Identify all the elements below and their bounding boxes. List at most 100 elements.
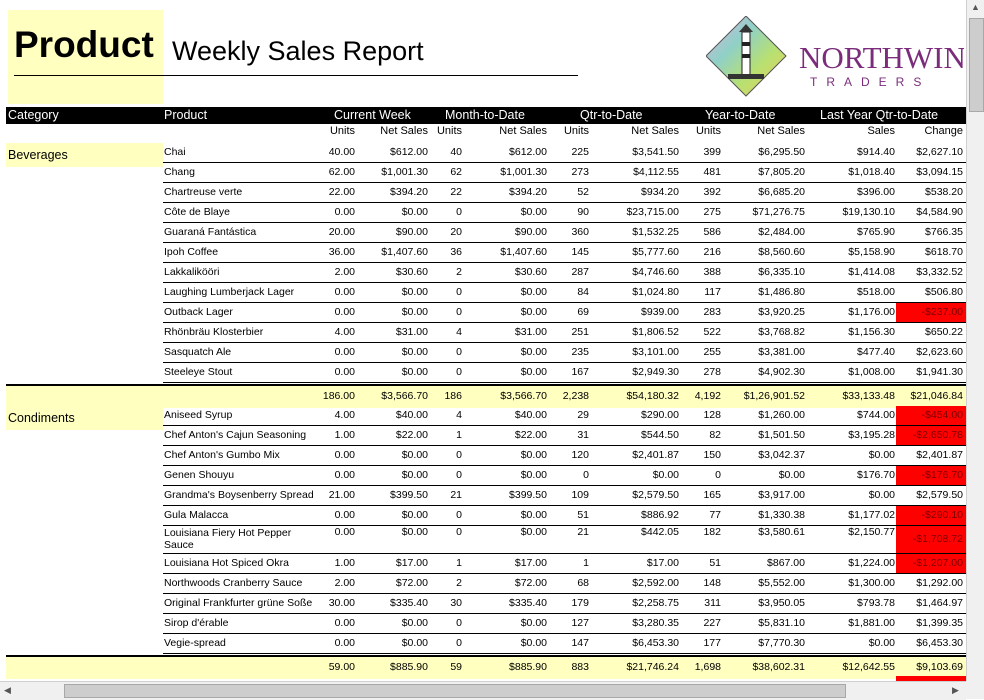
value-cell: $0.00 [778,469,805,481]
value-cell: 0 [456,469,462,481]
value-cell: 22.00 [328,186,355,198]
value-cell: $1,156.30 [848,326,895,338]
value-cell: 235 [571,346,589,358]
total-value-cell: $3,566.70 [381,390,428,402]
total-value-cell: $12,642.55 [842,661,895,673]
value-cell: $90.00 [395,226,428,238]
vertical-scrollbar[interactable]: ▲ [966,0,984,681]
value-cell: 287 [571,266,589,278]
value-cell: $0.00 [520,286,547,298]
value-cell: 62.00 [328,166,355,178]
header-month-to-date: Month-to-Date [445,108,525,122]
value-cell: $23,715.00 [626,206,679,218]
value-cell: 251 [571,326,589,338]
value-cell: 1 [456,429,462,441]
value-cell: $2,627.10 [916,146,963,158]
value-cell: $4,902.30 [758,366,805,378]
value-cell: $1,532.25 [632,226,679,238]
value-cell: $612.00 [509,146,547,158]
negative-change-cell: -$1,207.00 [896,554,966,573]
scroll-up-arrow-icon[interactable]: ▲ [971,2,980,12]
value-cell: $3,768.82 [758,326,805,338]
value-cell: $399.50 [509,489,547,501]
value-cell: $0.00 [520,366,547,378]
value-cell: $618.70 [925,246,963,258]
value-cell: 0 [456,346,462,358]
value-cell: 165 [703,489,721,501]
value-cell: 36.00 [328,246,355,258]
scroll-left-arrow-icon[interactable]: ◀ [4,685,11,695]
total-value-cell: $885.90 [509,661,547,673]
value-cell: $17.00 [395,557,428,569]
value-cell: $650.22 [925,326,963,338]
table-row: Chartreuse verte 22.00 $394.20 22 $394.20 52 $… [163,183,966,203]
value-cell: $914.40 [857,146,895,158]
value-cell: 0.00 [334,469,355,481]
product-name: Sasquatch Ale [164,346,232,358]
value-cell: $506.80 [925,286,963,298]
product-name: Grandma's Boysenberry Spread [164,489,314,501]
value-cell: 0 [715,469,721,481]
value-cell: $0.00 [652,469,679,481]
value-cell: $3,042.37 [758,449,805,461]
value-cell: 4.00 [334,326,355,338]
value-cell: $394.20 [509,186,547,198]
table-row: Outback Lager 0.00 $0.00 0 $0.00 69 $939.00 283… [163,303,966,323]
total-value-cell: $33,133.48 [842,390,895,402]
value-cell: $22.00 [514,429,547,441]
total-value-cell: 59 [450,661,462,673]
value-cell: 1 [583,557,589,569]
value-cell: 0.00 [334,526,355,538]
value-cell: $1,501.50 [758,429,805,441]
scroll-right-arrow-icon[interactable]: ▶ [952,685,959,695]
table-row: Ipoh Coffee 36.00 $1,407.60 36 $1,407.60 145 $… [163,243,966,263]
value-cell: $335.40 [509,597,547,609]
value-cell: $394.20 [390,186,428,198]
value-cell: $0.00 [520,346,547,358]
header-year-to-date: Year-to-Date [705,108,776,122]
value-cell: $766.35 [925,226,963,238]
value-cell: $6,335.10 [758,266,805,278]
total-value-cell: 186.00 [322,390,355,402]
value-cell: $0.00 [401,346,428,358]
subheader-0: Units [329,125,355,137]
value-cell: $399.50 [390,489,428,501]
value-cell: $1,260.00 [758,409,805,421]
value-cell: $0.00 [401,449,428,461]
value-cell: $3,195.28 [848,429,895,441]
value-cell: $1,330.38 [758,509,805,521]
total-value-cell: $38,602.31 [752,661,805,673]
product-name: Chang [164,166,195,178]
product-name: Vegie-spread [164,637,226,649]
total-value-cell: $21,046.84 [910,390,963,402]
value-cell: 255 [703,346,721,358]
table-row: Sasquatch Ale 0.00 $0.00 0 $0.00 235 $3,101.00… [163,343,966,363]
value-cell: 20.00 [328,226,355,238]
horizontal-scroll-thumb[interactable] [64,684,846,698]
horizontal-scrollbar[interactable]: ◀ ▶ [0,681,966,700]
table-row: Louisiana Hot Spiced Okra 1.00 $17.00 1 $17.… [163,554,966,574]
value-cell: 0 [456,306,462,318]
product-name: Chef Anton's Cajun Seasoning [164,429,307,441]
value-cell: $934.20 [641,186,679,198]
value-cell: 0 [456,509,462,521]
value-cell: $0.00 [401,617,428,629]
subheader-4: Units [563,125,589,137]
value-cell: $0.00 [520,206,547,218]
category-label: Condiments [8,411,75,425]
value-cell: $1,399.35 [916,617,963,629]
value-cell: $0.00 [520,306,547,318]
value-cell: $7,770.30 [758,637,805,649]
value-cell: $3,381.00 [758,346,805,358]
total-value-cell: 4,192 [694,390,721,402]
value-cell: 4.00 [334,409,355,421]
product-name: Rhönbräu Klosterbier [164,326,264,338]
total-value-cell: $21,746.24 [626,661,679,673]
value-cell: $2,579.50 [632,489,679,501]
vertical-scroll-thumb[interactable] [969,18,984,112]
value-cell: 36 [450,246,462,258]
total-value-cell: 2,238 [562,390,589,402]
title-highlight [8,10,163,104]
cutoff-negative-cell [896,676,966,681]
value-cell: $3,280.35 [632,617,679,629]
